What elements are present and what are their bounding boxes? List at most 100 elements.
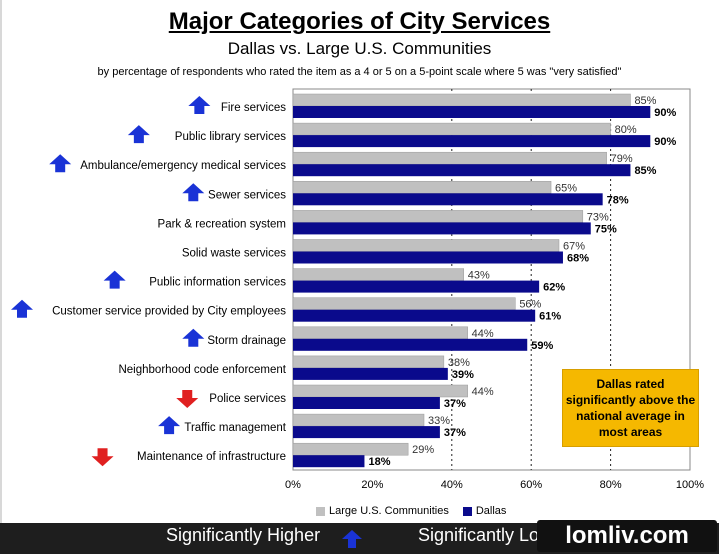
bar-large-us: [292, 268, 464, 281]
category-label: Customer service provided by City employ…: [52, 306, 286, 318]
bar-dallas: [293, 367, 448, 380]
bar-large-us: [292, 413, 425, 427]
watermark: lomliv.com: [537, 520, 717, 552]
bar-dallas: [293, 426, 440, 439]
bar-dallas: [293, 164, 631, 177]
category-label: Solid waste services: [182, 248, 286, 260]
value-label-dallas: 39%: [452, 369, 474, 381]
value-label-large-us: 56%: [519, 299, 541, 311]
bar-large-us: [292, 384, 468, 398]
value-label-large-us: 65%: [555, 182, 577, 194]
bar-dallas: [293, 193, 603, 206]
x-tick-label: 80%: [600, 479, 622, 491]
legend-swatch-dallas: [462, 506, 472, 516]
value-label-large-us: 38%: [448, 357, 470, 369]
category-label: Public library services: [175, 131, 286, 143]
up-arrow-icon: [182, 183, 205, 202]
bar-dallas: [293, 397, 440, 409]
category-label: Traffic management: [184, 422, 286, 434]
up-arrow-icon: [103, 270, 126, 289]
value-label-dallas: 90%: [654, 136, 676, 148]
bar-dallas: [293, 222, 591, 235]
up-arrow-icon: [182, 328, 205, 347]
bar-large-us: [292, 355, 445, 369]
legend-item-large-us: Large U.S. Communities: [316, 505, 449, 517]
value-label-large-us: 73%: [587, 211, 609, 223]
bar-dallas: [293, 280, 540, 293]
value-label-large-us: 44%: [472, 386, 494, 398]
bar-large-us: [292, 297, 516, 310]
value-label-large-us: 80%: [615, 124, 637, 136]
up-arrow-icon: [188, 96, 211, 114]
significantly-higher-label: Significantly Higher: [166, 525, 321, 545]
bar-large-us: [292, 181, 552, 194]
bar-large-us: [292, 442, 409, 456]
legend-label-large-us: Large U.S. Communities: [329, 505, 449, 517]
x-tick-label: 0%: [285, 479, 301, 491]
bar-large-us: [292, 326, 468, 340]
value-label-dallas: 62%: [543, 282, 565, 294]
x-tick-label: 60%: [520, 479, 542, 491]
legend-label-dallas: Dallas: [475, 505, 507, 517]
category-label: Public information services: [149, 277, 286, 289]
bar-large-us: [292, 210, 584, 223]
bar-dallas: [293, 455, 365, 468]
legend-swatch-large-us: [316, 506, 325, 516]
chart-note: by percentage of respondents who rated t…: [97, 66, 622, 78]
value-label-dallas: 90%: [654, 107, 676, 119]
value-label-dallas: 61%: [539, 311, 561, 323]
bar-large-us: [292, 122, 611, 136]
category-label: Sewer services: [208, 189, 286, 201]
value-label-large-us: 29%: [412, 444, 434, 456]
up-arrow-icon: [49, 154, 72, 173]
category-label: Maintenance of infrastructure: [137, 451, 286, 463]
value-label-dallas: 85%: [634, 165, 656, 177]
x-tick-label: 100%: [676, 479, 704, 491]
page-edge: [0, 0, 2, 523]
value-label-large-us: 33%: [428, 415, 450, 427]
category-label: Ambulance/emergency medical services: [80, 160, 286, 172]
value-label-dallas: 37%: [444, 398, 466, 410]
chart-area: 0% 20% 40% 60% 80% 100%85%90%Fire services80%…: [11, 88, 704, 491]
value-label-dallas: 37%: [444, 427, 466, 439]
category-label: Storm drainage: [207, 335, 286, 347]
up-arrow-icon: [158, 416, 181, 435]
significantly-lower-label: Significantly Lo: [418, 525, 540, 545]
bar-dallas: [293, 309, 536, 322]
up-arrow-icon: [342, 530, 362, 548]
value-label-large-us: 67%: [563, 241, 585, 253]
bar-large-us: [292, 239, 560, 252]
bar-dallas: [293, 135, 651, 148]
callout-box: Dallas rated significantly above the nat…: [562, 369, 699, 447]
category-label: Neighborhood code enforcement: [118, 364, 286, 376]
up-arrow-icon: [127, 125, 150, 144]
value-label-dallas: 78%: [607, 194, 629, 206]
chart-title: Major Categories of City Services: [168, 8, 551, 35]
value-label-large-us: 44%: [472, 328, 494, 340]
category-label: Police services: [209, 393, 286, 405]
category-label: Fire services: [221, 102, 286, 114]
value-label-dallas: 75%: [595, 223, 617, 235]
callout-text: Dallas rated significantly above the nat…: [565, 377, 696, 439]
chart-subtitle: Dallas vs. Large U.S. Communities: [227, 39, 492, 58]
legend-item-dallas: Dallas: [462, 505, 507, 517]
bar-large-us: [292, 151, 607, 165]
value-label-dallas: 59%: [531, 340, 553, 352]
down-arrow-icon: [91, 448, 114, 467]
bar-dallas: [293, 251, 563, 264]
down-arrow-icon: [176, 390, 199, 408]
value-label-large-us: 43%: [468, 270, 490, 282]
value-label-dallas: 18%: [368, 456, 390, 468]
legend: Large U.S. Communities Dallas: [316, 505, 506, 517]
bar-dallas: [293, 338, 528, 351]
value-label-large-us: 79%: [611, 153, 633, 165]
up-arrow-icon: [11, 299, 33, 318]
x-tick-label: 40%: [441, 479, 463, 491]
value-label-large-us: 85%: [634, 95, 656, 107]
value-label-dallas: 68%: [567, 253, 589, 265]
bar-large-us: [292, 93, 631, 107]
category-label: Park & recreation system: [158, 218, 286, 230]
x-tick-label: 20%: [361, 479, 383, 491]
bar-dallas: [293, 106, 651, 118]
